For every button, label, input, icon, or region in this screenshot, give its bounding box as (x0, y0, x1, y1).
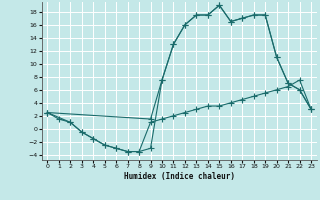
X-axis label: Humidex (Indice chaleur): Humidex (Indice chaleur) (124, 172, 235, 181)
